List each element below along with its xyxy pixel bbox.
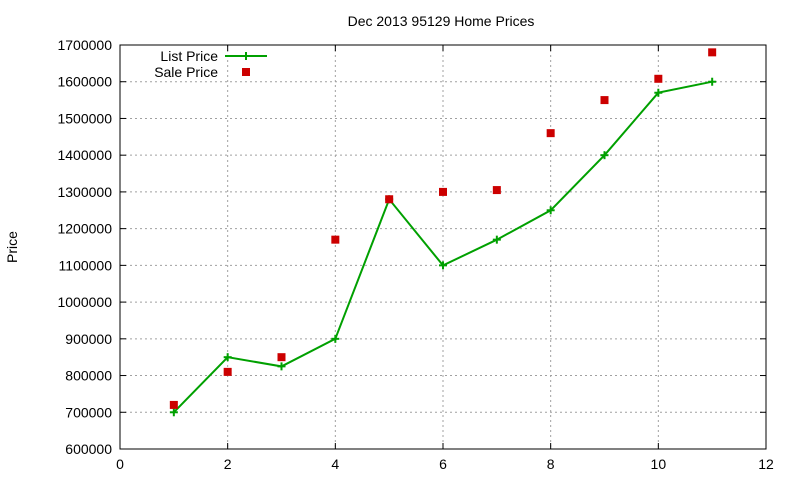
y-tick-label: 1400000 xyxy=(57,147,112,163)
legend-label-sale-price: Sale Price xyxy=(154,64,218,80)
x-tick-label: 6 xyxy=(439,456,447,472)
sale-price-point xyxy=(600,96,609,105)
x-tick-label: 8 xyxy=(547,456,555,472)
list-price-point xyxy=(546,206,555,215)
list-price-point xyxy=(169,408,178,417)
x-tick-label: 2 xyxy=(224,456,232,472)
series-layer xyxy=(169,48,717,417)
legend-label-list-price: List Price xyxy=(160,48,218,64)
list-price-point xyxy=(223,353,232,362)
sale-price-point xyxy=(385,195,394,204)
chart-title: Dec 2013 95129 Home Prices xyxy=(348,13,535,29)
sale-price-point xyxy=(546,129,555,138)
y-axis-label: Price xyxy=(4,231,20,263)
y-tick-label: 1100000 xyxy=(59,257,113,273)
list-price-point xyxy=(277,362,286,371)
list-price-point xyxy=(492,235,501,244)
y-tick-label: 600000 xyxy=(65,441,112,457)
x-tick-label: 12 xyxy=(758,456,774,472)
y-tick-label: 1000000 xyxy=(57,294,112,310)
list-price-point xyxy=(600,151,609,160)
legend-marker-sale-price xyxy=(242,68,250,76)
sale-price-point xyxy=(708,48,717,57)
x-tick-label: 4 xyxy=(331,456,339,472)
legend-marker-list-price xyxy=(242,52,250,60)
x-tick-label: 0 xyxy=(116,456,124,472)
sale-price-point xyxy=(169,400,178,409)
y-tick-label: 1700000 xyxy=(57,37,112,53)
sale-price-point xyxy=(492,186,501,195)
list-price-point xyxy=(654,88,663,97)
list-price-point xyxy=(439,261,447,270)
list-price-point xyxy=(331,334,340,343)
axis-ticks: 0 2 4 6 8 10 12 600000 700000 800000 900000 1000000… xyxy=(57,37,774,472)
x-tick-label: 10 xyxy=(651,456,667,472)
y-tick-label: 1300000 xyxy=(57,184,112,200)
list-price-point xyxy=(708,77,717,86)
y-tick-label: 900000 xyxy=(65,331,112,347)
sale-price-point xyxy=(654,74,663,83)
sale-price-point xyxy=(223,367,232,376)
sale-price-point xyxy=(277,353,286,362)
y-tick-label: 700000 xyxy=(65,404,112,420)
sale-price-point xyxy=(439,187,447,196)
grid-lines xyxy=(120,45,766,449)
y-tick-label: 1500000 xyxy=(57,110,112,126)
y-tick-label: 1600000 xyxy=(57,74,112,90)
y-tick-label: 1200000 xyxy=(57,221,112,237)
y-tick-label: 800000 xyxy=(65,368,112,384)
sale-price-point xyxy=(331,235,340,244)
plot-frame xyxy=(119,44,767,450)
